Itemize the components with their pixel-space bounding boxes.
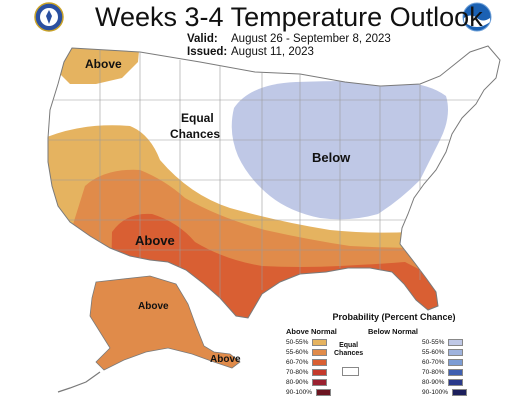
date-info: Valid: August 26 - September 8, 2023 Issu… xyxy=(187,33,391,59)
alaska-above-area xyxy=(89,275,241,371)
legend-below-swatch xyxy=(448,379,464,386)
valid-label: Valid: xyxy=(187,33,218,45)
legend-below-label: 80-90% xyxy=(422,379,445,386)
issued-value: August 11, 2023 xyxy=(231,46,314,58)
legend-above-header: Above Normal xyxy=(286,327,337,336)
legend-below-label: 60-70% xyxy=(422,359,445,366)
legend-below-swatch xyxy=(448,359,464,366)
legend-below-row: 50-55% xyxy=(422,338,464,347)
legend-above-label: 70-80% xyxy=(286,369,309,376)
legend-below-label: 90-100% xyxy=(422,389,449,396)
issued-label: Issued: xyxy=(187,46,228,58)
valid-value: August 26 - September 8, 2023 xyxy=(231,33,391,45)
legend-above-label: 80-90% xyxy=(286,379,309,386)
legend-above-row: 90-100% xyxy=(286,388,332,397)
legend-title: Probability (Percent Chance) xyxy=(332,312,456,322)
label-northwest-above: Above xyxy=(85,57,122,71)
page-title: Weeks 3-4 Temperature Outlook xyxy=(95,2,483,32)
label-equal: Equal xyxy=(181,111,214,125)
legend-below-swatch xyxy=(452,389,468,396)
legend-below-row: 60-70% xyxy=(422,358,464,367)
legend-above-label: 90-100% xyxy=(286,389,313,396)
aleutian-islands xyxy=(57,371,101,393)
legend-below-swatch xyxy=(448,339,464,346)
legend-above-row: 80-90% xyxy=(286,378,328,387)
legend-above-swatch xyxy=(312,359,328,366)
legend-equal-chances: Equal Chances xyxy=(334,342,364,357)
probability-legend: Probability (Percent Chance) Above Norma… xyxy=(282,312,522,404)
legend-below-swatch xyxy=(448,369,464,376)
legend-above-swatch xyxy=(312,379,328,386)
legend-below-label: 70-80% xyxy=(422,369,445,376)
label-southwest-above: Above xyxy=(135,233,175,248)
noaa-logo-icon xyxy=(462,2,492,32)
legend-below-row: 90-100% xyxy=(422,388,468,397)
legend-above-row: 50-55% xyxy=(286,338,328,347)
legend-below-row: 80-90% xyxy=(422,378,464,387)
legend-above-swatch xyxy=(312,339,328,346)
label-aleutian-above: Above xyxy=(210,354,241,365)
legend-above-row: 70-80% xyxy=(286,368,328,377)
legend-above-label: 60-70% xyxy=(286,359,309,366)
label-chances: Chances xyxy=(170,127,220,141)
legend-below-label: 50-55% xyxy=(422,339,445,346)
legend-below-label: 55-60% xyxy=(422,349,445,356)
legend-above-swatch xyxy=(312,349,328,356)
legend-above-swatch xyxy=(312,369,328,376)
legend-above-swatch xyxy=(316,389,332,396)
legend-above-row: 60-70% xyxy=(286,358,328,367)
state-boundaries xyxy=(48,50,480,300)
legend-below-swatch xyxy=(448,349,464,356)
legend-equal-chances-swatch xyxy=(342,367,359,376)
label-central-below: Below xyxy=(312,150,351,165)
legend-above-label: 55-60% xyxy=(286,349,309,356)
legend-above-row: 55-60% xyxy=(286,348,328,357)
legend-below-header: Below Normal xyxy=(368,327,419,336)
legend-below-row: 55-60% xyxy=(422,348,464,357)
legend-above-label: 50-55% xyxy=(286,339,309,346)
label-alaska-above: Above xyxy=(138,301,169,312)
legend-below-row: 70-80% xyxy=(422,368,464,377)
noaa-nws-seal-icon xyxy=(34,2,64,32)
